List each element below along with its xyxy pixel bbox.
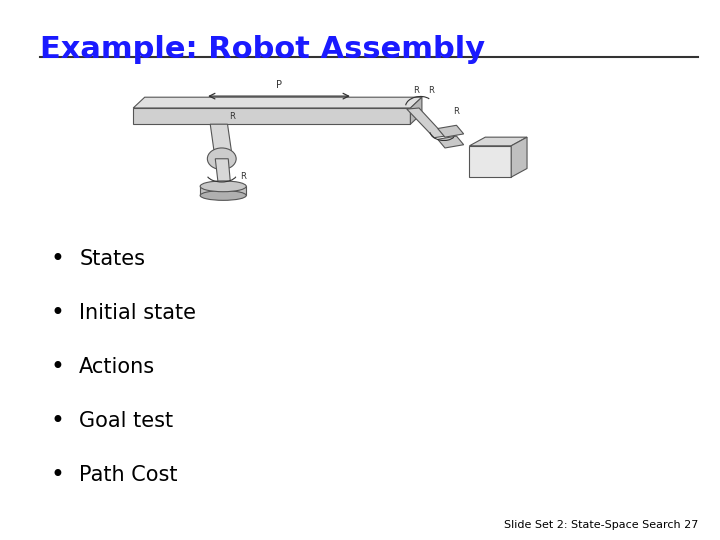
Text: R: R [240,172,246,181]
Polygon shape [438,136,464,148]
Text: R: R [454,107,459,116]
Text: •: • [50,463,64,487]
Polygon shape [410,97,422,124]
Text: States: States [79,249,145,269]
Polygon shape [133,108,410,124]
Text: •: • [50,247,64,271]
Text: Goal test: Goal test [79,411,174,431]
Polygon shape [438,125,464,137]
Polygon shape [215,159,230,184]
Polygon shape [469,146,511,177]
Text: Slide Set 2: State-Space Search 27: Slide Set 2: State-Space Search 27 [504,520,698,530]
Text: •: • [50,355,64,379]
Text: •: • [50,409,64,433]
Text: R: R [413,86,419,95]
Text: R: R [428,86,433,95]
Circle shape [207,148,236,170]
Polygon shape [407,108,445,138]
Polygon shape [469,137,527,146]
Polygon shape [210,124,232,155]
Text: R: R [229,112,235,120]
Polygon shape [133,97,422,108]
Polygon shape [200,186,246,195]
Text: P: P [276,80,282,90]
Text: Path Cost: Path Cost [79,465,178,485]
Text: Initial state: Initial state [79,303,196,323]
Text: •: • [50,301,64,325]
Ellipse shape [200,191,246,200]
Polygon shape [511,137,527,177]
Text: Actions: Actions [79,357,156,377]
Ellipse shape [200,181,246,192]
Text: Example: Robot Assembly: Example: Robot Assembly [40,35,485,64]
